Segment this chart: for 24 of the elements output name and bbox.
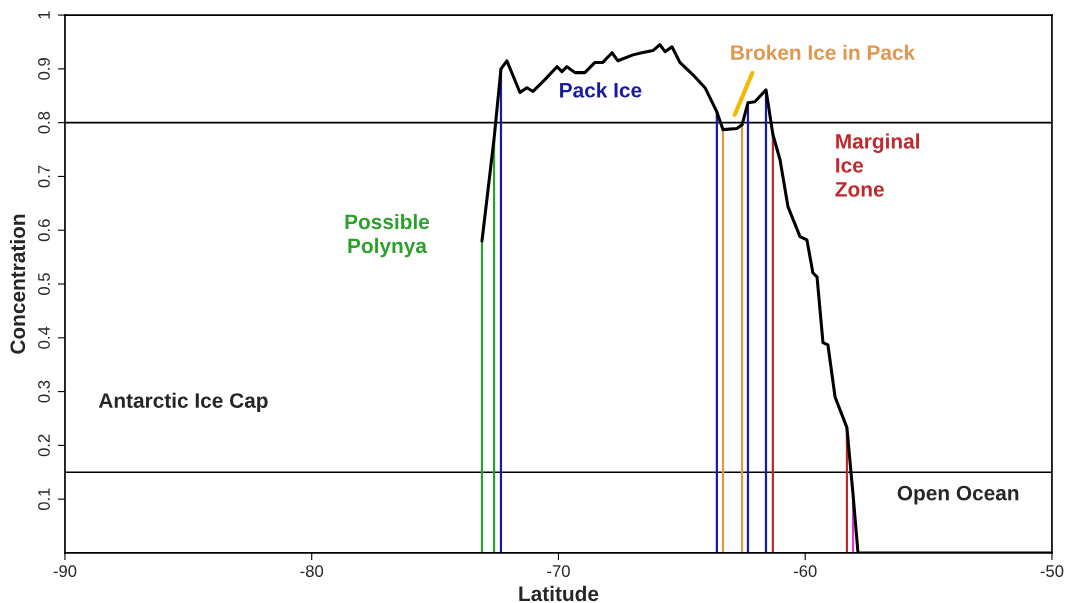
text: Broken Ice in Pack: [731, 44, 916, 60]
x-tick-label: -90: [53, 565, 77, 577]
annotation: Open Ocean: [897, 485, 1019, 505]
x-tick-label: -50: [1040, 565, 1064, 577]
x-tick-label: -80: [300, 565, 324, 577]
bar: [721, 129, 725, 553]
x-tick-label: -60: [793, 565, 817, 577]
y-tick-label: 0.4: [38, 326, 50, 349]
y-tick-label: 0.2: [38, 434, 50, 457]
y-tick-label: 0.8: [38, 111, 50, 134]
y-tick-label: 0.1: [38, 488, 50, 511]
annotation: Antarctic Ice Cap: [98, 392, 268, 413]
text: Possible Polynya: [345, 213, 430, 258]
y-tick-label: 0.6: [38, 219, 50, 242]
y-tick-label: 1: [38, 11, 50, 19]
y-tick-label: 0.3: [38, 380, 50, 403]
text: Marginal Ice Zone: [835, 133, 919, 197]
y-tick-label: 0.5: [38, 273, 50, 295]
text: Pack Ice: [560, 82, 642, 98]
y-axis-title: Concentration: [9, 214, 26, 354]
x-tick-label: -70: [547, 565, 570, 577]
x-axis-title: Latitude: [519, 585, 599, 602]
y-tick-label: 0.7: [38, 165, 50, 188]
y-tick-label: 0.9: [38, 58, 50, 80]
